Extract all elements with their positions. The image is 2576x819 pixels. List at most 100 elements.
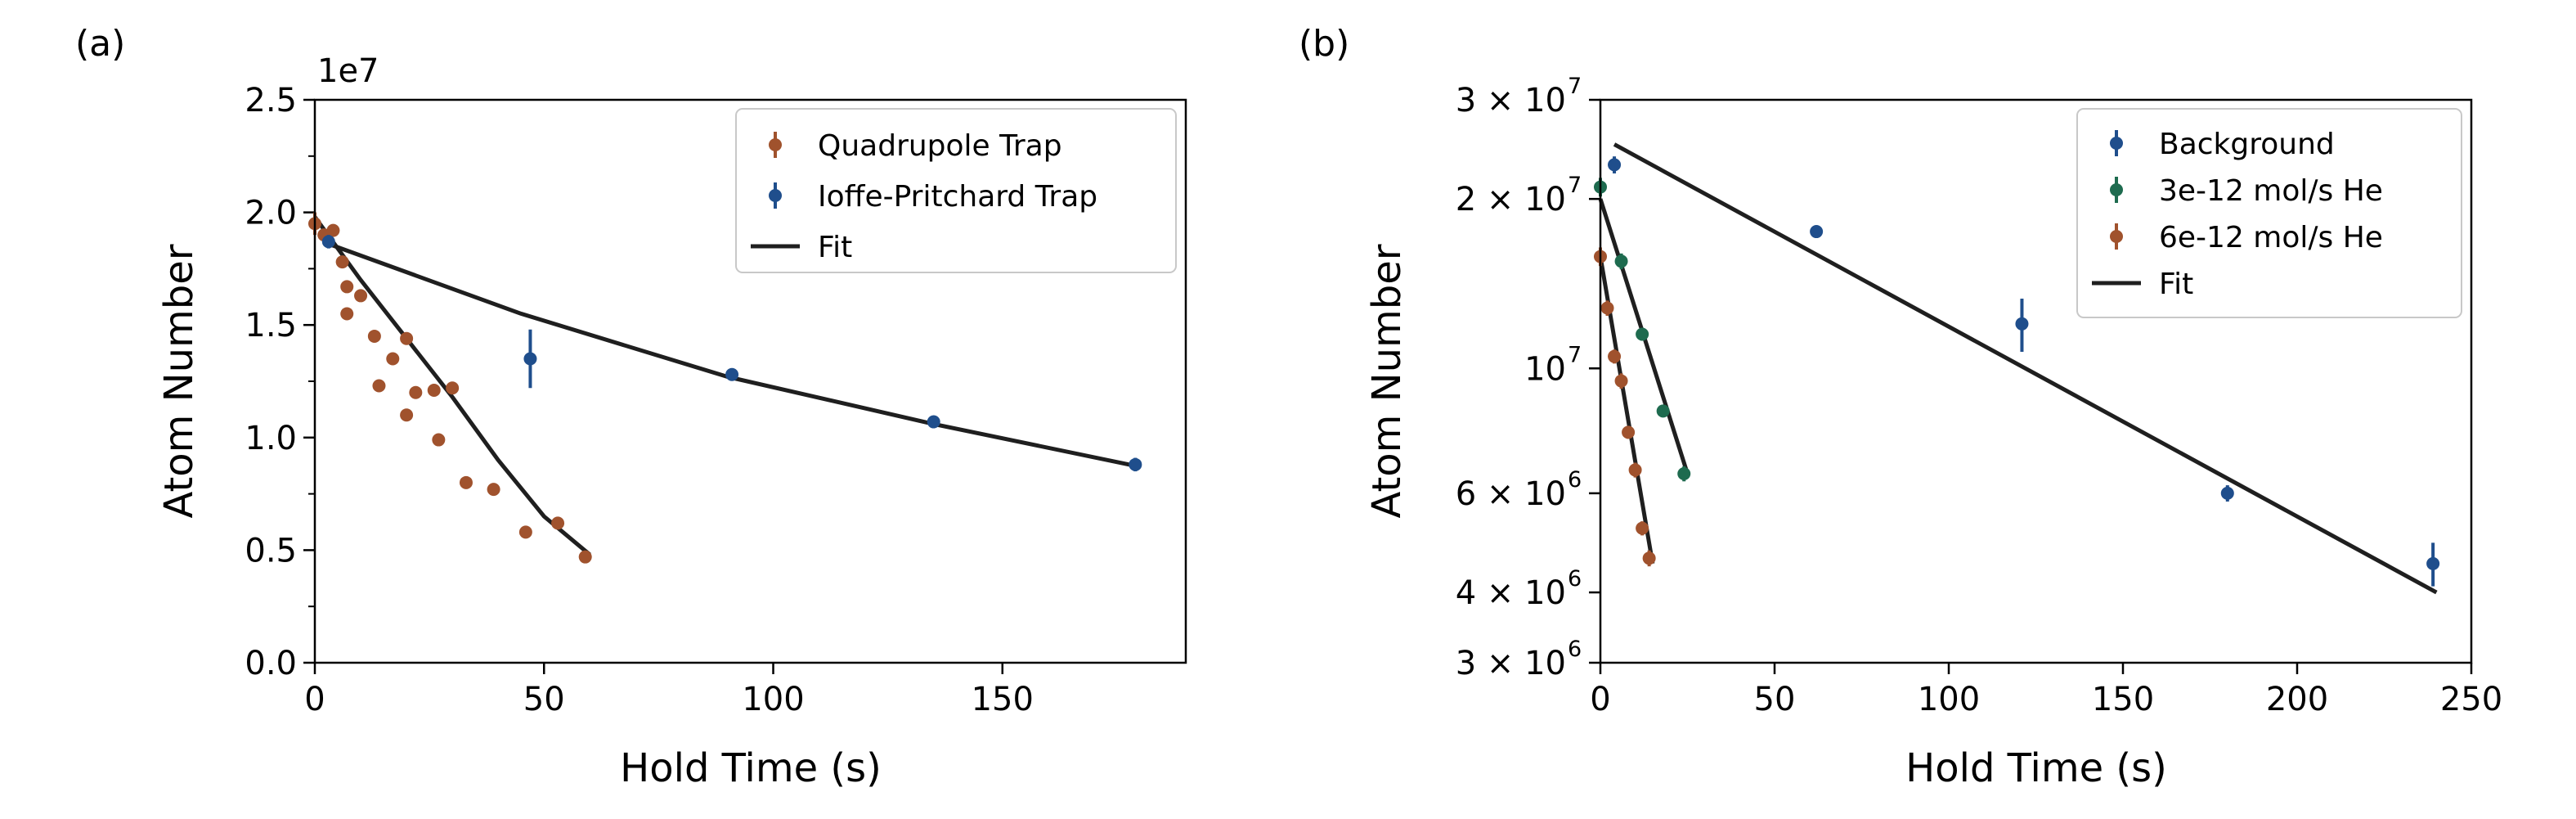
panel-b-axes-frame xyxy=(1599,98,2473,664)
data-point xyxy=(400,408,414,422)
legend-marker xyxy=(769,189,782,202)
fit-line xyxy=(312,215,591,556)
panel-b-ylabel: Atom Number xyxy=(1364,244,1410,518)
data-point xyxy=(1628,463,1642,477)
data-point xyxy=(1129,457,1142,471)
panel-b-xlabel: Hold Time (s) xyxy=(1905,745,2167,791)
data-point xyxy=(1642,551,1656,565)
panel-a-legend-entries: Quadrupole Trap Ioffe-Pritchard Trap Fit xyxy=(751,129,1097,264)
fit-line xyxy=(1613,142,2438,595)
legend-label: Fit xyxy=(2159,268,2193,301)
y-tick-label: 4 × 10 xyxy=(1456,574,1566,612)
data-point xyxy=(1614,374,1628,388)
panel-a-legend-box xyxy=(735,108,1177,273)
legend-label: Ioffe-Pritchard Trap xyxy=(818,180,1097,214)
data-point xyxy=(340,307,354,321)
legend-marker xyxy=(2110,137,2123,150)
panel-a-xlabel: Hold Time (s) xyxy=(620,745,882,791)
y-tick-label: 10 xyxy=(1524,350,1566,388)
panel-b-legend-entries: Background 3e-12 mol/s He 6e-12 mol/s He Fi… xyxy=(2092,128,2383,301)
y-tick-label: 0.5 xyxy=(245,532,297,569)
panel-a-label: (a) xyxy=(75,23,125,65)
x-tick-label: 50 xyxy=(1754,681,1796,718)
data-point xyxy=(1600,301,1614,315)
data-point xyxy=(551,516,565,530)
panel-b-legend-box xyxy=(2076,108,2462,318)
legend-label: Background xyxy=(2159,128,2335,161)
panel-a: (a) 1e7 0 50 100 150 0.0 0.5 1.0 1.5 2.0 2.5 Hold… xyxy=(75,23,1187,791)
panel-b-plot-data xyxy=(1594,142,2440,595)
data-point xyxy=(578,550,592,564)
y-tick-exponent: 6 xyxy=(1568,467,1582,493)
data-point xyxy=(927,415,940,429)
data-point xyxy=(321,235,335,249)
data-point xyxy=(1608,349,1622,363)
data-point xyxy=(367,329,381,343)
data-point xyxy=(1636,521,1649,535)
data-point xyxy=(432,433,446,447)
data-point xyxy=(340,280,354,294)
x-tick-label: 150 xyxy=(2092,681,2154,718)
panel-a-ylabel: Atom Number xyxy=(156,244,202,518)
x-tick-label: 50 xyxy=(523,681,565,718)
panel-b-legend: Background 3e-12 mol/s He 6e-12 mol/s He Fi… xyxy=(2076,108,2462,318)
x-tick-label: 250 xyxy=(2440,681,2502,718)
legend-marker xyxy=(769,138,782,151)
legend-label: 6e-12 mol/s He xyxy=(2159,221,2383,254)
y-tick-label: 6 × 10 xyxy=(1456,475,1566,513)
data-point xyxy=(372,379,386,393)
panel-a-axes-frame xyxy=(313,98,1187,664)
data-point xyxy=(1636,327,1649,341)
x-tick-label: 150 xyxy=(972,681,1034,718)
legend-label: 3e-12 mol/s He xyxy=(2159,174,2383,208)
data-point xyxy=(354,289,368,303)
panel-a-legend: Quadrupole Trap Ioffe-Pritchard Trap Fit xyxy=(735,108,1177,273)
data-point xyxy=(2015,317,2029,331)
panel-a-plot-data xyxy=(308,212,1142,564)
data-point xyxy=(446,381,460,395)
y-tick-label: 2.0 xyxy=(245,195,297,232)
x-tick-label: 0 xyxy=(304,681,325,718)
data-point xyxy=(400,331,414,345)
y-tick-label: 1.0 xyxy=(245,420,297,457)
y-tick-exponent: 6 xyxy=(1568,637,1582,662)
x-tick-label: 100 xyxy=(742,681,804,718)
data-point xyxy=(523,352,537,366)
y-tick-exponent: 6 xyxy=(1568,566,1582,592)
x-tick-label: 0 xyxy=(1590,681,1610,718)
data-point xyxy=(1608,158,1622,172)
data-point xyxy=(326,223,340,237)
y-tick-label: 2.5 xyxy=(245,82,297,119)
legend-marker xyxy=(2110,230,2123,243)
y-tick-exponent: 7 xyxy=(1568,173,1582,198)
data-point xyxy=(487,483,500,497)
legend-label: Quadrupole Trap xyxy=(818,129,1062,163)
data-point xyxy=(409,385,423,399)
data-point xyxy=(1810,225,1824,239)
data-point xyxy=(1622,425,1636,439)
y-tick-label: 3 × 10 xyxy=(1456,82,1566,119)
data-point xyxy=(1614,254,1628,268)
data-point xyxy=(459,475,473,489)
fit-line xyxy=(327,241,1141,470)
panel-a-axes-ticks: 0 50 100 150 0.0 0.5 1.0 1.5 2.0 2.5 xyxy=(245,82,1034,718)
data-point xyxy=(427,384,441,398)
y-tick-label: 3 × 10 xyxy=(1456,645,1566,682)
data-point xyxy=(335,255,349,269)
panel-b-label: (b) xyxy=(1299,23,1349,65)
y-tick-exponent: 7 xyxy=(1568,74,1582,99)
data-point xyxy=(2220,486,2234,500)
y-tick-label: 1.5 xyxy=(245,307,297,344)
panel-a-offset-text: 1e7 xyxy=(317,52,379,90)
x-tick-label: 100 xyxy=(1918,681,1980,718)
data-point xyxy=(2426,556,2440,570)
y-tick-label: 0.0 xyxy=(245,645,297,682)
data-point xyxy=(518,525,532,539)
x-tick-label: 200 xyxy=(2266,681,2328,718)
data-point xyxy=(1656,404,1670,418)
y-tick-label: 2 × 10 xyxy=(1456,181,1566,218)
data-point xyxy=(725,367,739,381)
